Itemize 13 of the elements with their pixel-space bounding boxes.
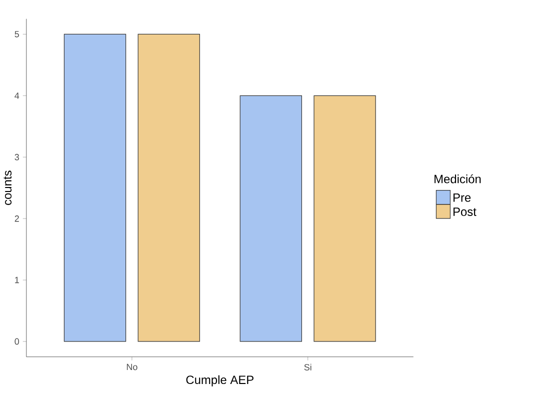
y-tick-label: 5 bbox=[14, 31, 19, 38]
y-tick-label: 3 bbox=[14, 154, 19, 160]
y-axis-title: counts bbox=[4, 170, 12, 205]
y-tick-label: 4 bbox=[14, 92, 20, 99]
legend-title: Medición bbox=[434, 174, 481, 184]
y-tick-label: 1 bbox=[15, 276, 19, 284]
legend-label: Post bbox=[454, 208, 476, 216]
y-tick-label: 0 bbox=[14, 338, 20, 345]
y-tick-label: 2 bbox=[14, 215, 19, 222]
x-axis-title: Cumple AEP bbox=[186, 375, 254, 386]
x-tick-label: No bbox=[126, 364, 138, 370]
legend-label: Pre bbox=[454, 193, 471, 202]
x-tick-label: Si bbox=[304, 364, 312, 370]
